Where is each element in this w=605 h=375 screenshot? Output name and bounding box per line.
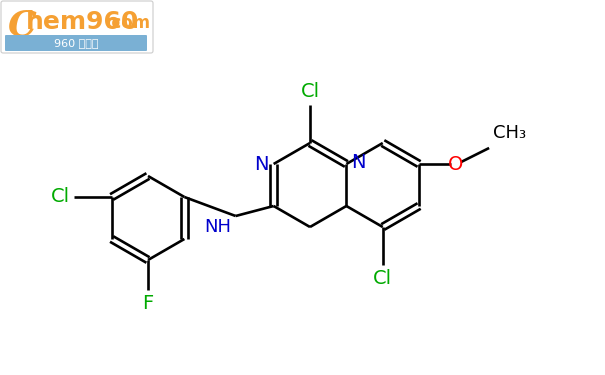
Text: N: N bbox=[254, 154, 269, 174]
Text: Cl: Cl bbox=[373, 269, 392, 288]
Text: Cl: Cl bbox=[50, 188, 70, 207]
FancyBboxPatch shape bbox=[5, 35, 147, 51]
Text: hem960: hem960 bbox=[26, 10, 139, 34]
Text: C: C bbox=[8, 8, 37, 42]
Text: CH₃: CH₃ bbox=[493, 124, 526, 142]
Text: F: F bbox=[142, 294, 154, 313]
Text: N: N bbox=[352, 153, 366, 171]
Text: Cl: Cl bbox=[301, 82, 319, 101]
Text: NH: NH bbox=[204, 218, 232, 236]
FancyBboxPatch shape bbox=[1, 1, 153, 53]
Text: O: O bbox=[448, 154, 463, 174]
Text: 960 化工网: 960 化工网 bbox=[54, 38, 98, 48]
Text: .com: .com bbox=[105, 14, 150, 32]
